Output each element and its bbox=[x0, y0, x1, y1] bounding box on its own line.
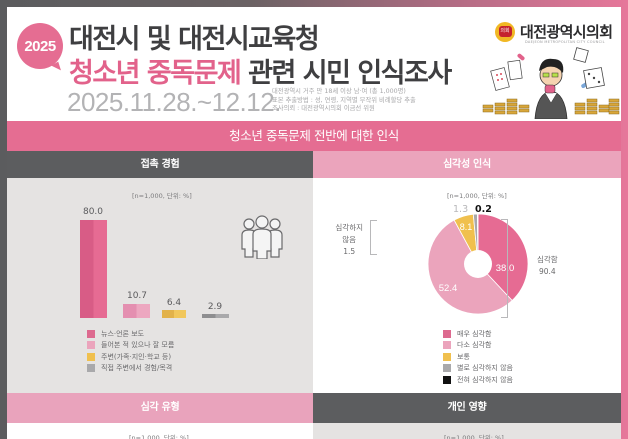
legend-swatch bbox=[443, 364, 451, 373]
annotation-serious: 심각함 90.4 bbox=[537, 255, 558, 276]
legend-item: 들어본 적 있으나 잘 모름 bbox=[87, 340, 174, 352]
legend-swatch bbox=[443, 329, 451, 338]
legend-swatch bbox=[87, 352, 95, 361]
title-rest: 관련 시민 인식조사 bbox=[240, 58, 452, 89]
legend-item: 직접 주변에서 경험/목격 bbox=[87, 363, 174, 375]
meta-requester: 조사의뢰 : 대전광역시의회 이금선 위원 bbox=[272, 105, 375, 113]
bar-value-news: 80.0 bbox=[82, 207, 104, 217]
bar-surrounding bbox=[162, 310, 186, 318]
slice-label-normal: 8.1 bbox=[460, 222, 473, 232]
title-line-1: 대전시 및 대전시교육청 bbox=[69, 24, 320, 55]
legend-swatch bbox=[87, 364, 95, 373]
survey-meta: 대전광역시 거주 만 18세 이상 남·여 (총 1,000명) 표본 추출방법… bbox=[272, 88, 416, 114]
bracket-serious bbox=[501, 219, 508, 318]
council-emblem-icon: 의회 bbox=[495, 21, 515, 42]
legend-item: 주변(가족·지인·학교 등) bbox=[87, 351, 174, 363]
council-name: 대전광역시의회 bbox=[520, 23, 613, 41]
council-logo: 의회 대전광역시의회 bbox=[495, 21, 613, 42]
title-line-2: 청소년 중독문제 관련 시민 인식조사 bbox=[69, 51, 452, 90]
type-panel: [n=1,000, 단위: %] bbox=[7, 423, 313, 439]
legend-item: 다소 심각함 bbox=[443, 340, 513, 352]
bar-value-heard: 10.7 bbox=[126, 291, 148, 301]
legend-swatch bbox=[443, 352, 451, 361]
bar-news bbox=[80, 220, 107, 318]
people-group-icon bbox=[241, 215, 283, 259]
bracket-not-serious bbox=[370, 220, 377, 255]
impact-panel: [n=1,000, 단위: %] bbox=[313, 423, 621, 439]
slice-label-somewhat-serious: 52.4 bbox=[439, 283, 458, 294]
panel-title-impact: 개인 영향 bbox=[313, 393, 621, 423]
severity-panel: [n=1,000, 단위: %] 1.3 0.2 38.0 52.4 8.1 심… bbox=[313, 178, 621, 393]
panel-title-type: 심각 유형 bbox=[7, 393, 313, 423]
legend-swatch bbox=[87, 341, 95, 350]
title-highlight: 청소년 중독문제 bbox=[69, 58, 242, 89]
survey-date-range: 2025.11.28.~12.12. bbox=[67, 87, 281, 117]
panel-title-contact: 접촉 경험 bbox=[7, 151, 313, 178]
legend-item: 매우 심각함 bbox=[443, 328, 513, 340]
meta-population: 대전광역시 거주 만 18세 이상 남·여 (총 1,000명) bbox=[272, 88, 406, 95]
legend-item: 전혀 심각하지 않음 bbox=[443, 374, 513, 386]
panel-title-severity: 심각성 인식 bbox=[313, 151, 621, 178]
bar-heard bbox=[123, 304, 150, 318]
value-not-at-all-serious: 0.2 bbox=[475, 204, 492, 215]
contact-panel: [n=1,000, 단위: %] 80.0 10.7 6.4 2.9 뉴스·언론… bbox=[7, 178, 313, 393]
type-unit: [n=1,000, 단위: %] bbox=[129, 434, 189, 439]
slice-label-very-serious: 38.0 bbox=[496, 263, 515, 274]
header: 2025 대전시 및 대전시교육청 청소년 중독문제 관련 시민 인식조사 20… bbox=[7, 7, 621, 119]
legend-swatch bbox=[87, 329, 95, 338]
severity-unit: [n=1,000, 단위: %] bbox=[447, 192, 507, 200]
legend-item: 뉴스·언론 보도 bbox=[87, 328, 174, 340]
bar-value-direct: 2.9 bbox=[207, 302, 223, 312]
impact-unit: [n=1,000, 단위: %] bbox=[444, 434, 504, 439]
bar-value-surrounding: 6.4 bbox=[166, 298, 182, 308]
section-title: 청소년 중독문제 전반에 대한 인식 bbox=[7, 121, 621, 151]
legend-item: 보통 bbox=[443, 351, 513, 363]
meta-sampling: 표본 추출방법 : 성, 연령, 지역별 무작위 비례할당 추출 bbox=[272, 96, 416, 104]
legend-swatch bbox=[443, 375, 451, 384]
addiction-illustration-icon bbox=[482, 47, 620, 119]
value-not-very-serious: 1.3 bbox=[453, 204, 469, 215]
bar-direct bbox=[202, 314, 229, 318]
infographic-frame: 2025 대전시 및 대전시교육청 청소년 중독문제 관련 시민 인식조사 20… bbox=[7, 7, 621, 439]
legend-swatch bbox=[443, 341, 451, 350]
severity-donut-chart: 38.0 52.4 8.1 bbox=[427, 213, 529, 315]
legend-item: 별로 심각하지 않음 bbox=[443, 363, 513, 375]
contact-unit: [n=1,000, 단위: %] bbox=[132, 192, 192, 200]
contact-bar-chart: 80.0 10.7 6.4 2.9 bbox=[7, 178, 313, 323]
severity-legend: 매우 심각함 다소 심각함 보통 별로 심각하지 않음 전혀 심각하지 않음 bbox=[443, 328, 513, 386]
contact-legend: 뉴스·언론 보도 들어본 적 있으나 잘 모름 주변(가족·지인·학교 등) 직… bbox=[87, 328, 174, 374]
council-name-english: DAEJEON METROPOLITAN CITY COUNCIL bbox=[525, 40, 605, 44]
year-badge: 2025 bbox=[17, 23, 63, 69]
